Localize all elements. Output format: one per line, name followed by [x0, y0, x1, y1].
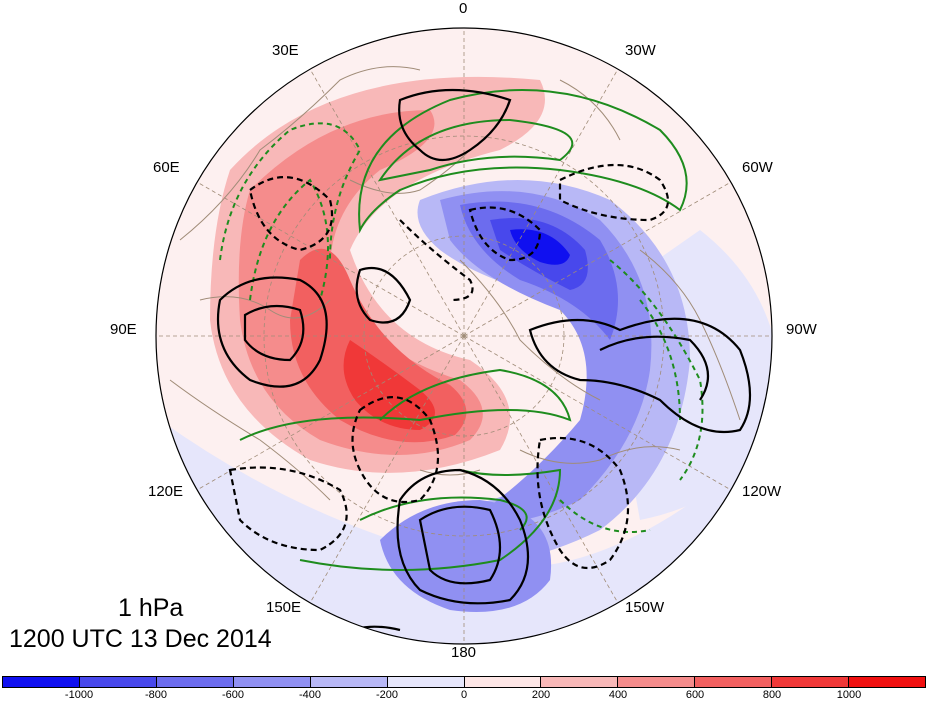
negative-shading-lower-lobe [380, 500, 552, 612]
colorbar-tick-label: -800 [144, 689, 168, 701]
colorbar-tick-label: 200 [531, 689, 551, 701]
colorbar-swatch [772, 677, 850, 687]
colorbar-swatch [618, 677, 696, 687]
green-contours [219, 89, 704, 571]
colorbar-tick-label: 400 [608, 689, 628, 701]
map-border [155, 27, 773, 645]
longitude-label-120e: 120E [148, 483, 184, 500]
colorbar-swatch [79, 677, 157, 687]
colorbar-tick-label: 800 [762, 689, 782, 701]
longitude-label-60e: 60E [153, 159, 180, 176]
colorbar-tick-label: 0 [460, 689, 468, 701]
colorbar-swatch [464, 677, 542, 687]
colorbar-swatch [156, 677, 234, 687]
longitude-label-180: 180 [451, 644, 477, 661]
colorbar-tick-label: 600 [685, 689, 705, 701]
colorbar-swatch [3, 677, 80, 687]
longitude-label-90w: 90W [786, 321, 817, 338]
coastlines [169, 66, 741, 501]
longitude-label-120w: 120W [742, 483, 782, 500]
longitude-label-150w: 150W [625, 599, 665, 616]
positive-shading-800 [343, 340, 435, 430]
longitude-label-90e: 90E [110, 321, 137, 338]
longitude-label-60w: 60W [742, 159, 773, 176]
colorbar-swatch [387, 677, 465, 687]
colorbar-tick-label: -200 [375, 689, 399, 701]
colorbar-swatch [849, 677, 926, 687]
colorbar-swatch [695, 677, 773, 687]
longitude-label-0: 0 [459, 0, 468, 17]
title-time: 1200 UTC 13 Dec 2014 [9, 625, 272, 653]
title-level: 1 hPa [118, 594, 184, 622]
longitude-label-150e: 150E [266, 599, 302, 616]
colorbar-swatch [233, 677, 311, 687]
colorbar-tick-label: -600 [221, 689, 245, 701]
black-contours [216, 88, 752, 641]
colorbar-swatch [541, 677, 619, 687]
colorbar-tick-label: -400 [298, 689, 322, 701]
colorbar-swatch [310, 677, 388, 687]
negative-shading-1000 [510, 229, 570, 265]
longitude-label-30w: 30W [625, 42, 656, 59]
colorbar [2, 676, 926, 688]
colorbar-tick-label: -1000 [64, 689, 94, 701]
colorbar-tick-label: 1000 [836, 689, 862, 701]
polar-stereographic-map [155, 27, 773, 645]
longitude-label-30e: 30E [272, 42, 299, 59]
